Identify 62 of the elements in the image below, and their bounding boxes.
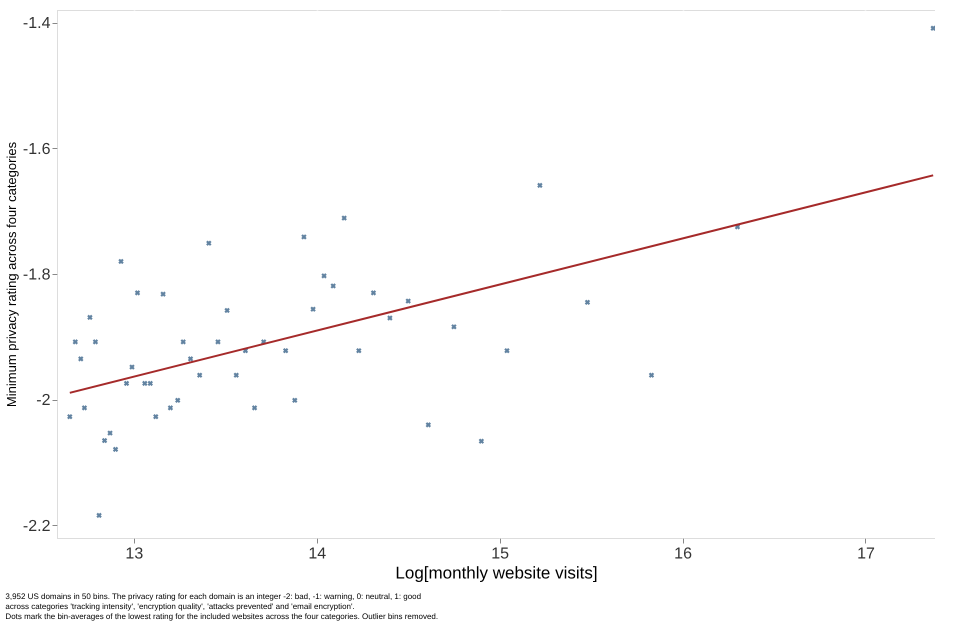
- point: [67, 414, 73, 420]
- point: [537, 182, 543, 188]
- y-tick-label: -1.4: [22, 15, 51, 32]
- point: [124, 380, 130, 386]
- point: [310, 306, 316, 312]
- x-tick-label: 14: [308, 546, 326, 562]
- point: [142, 380, 148, 386]
- y-tick-label: -2: [36, 392, 51, 410]
- point: [168, 405, 174, 411]
- point: [252, 405, 258, 411]
- point: [153, 414, 158, 420]
- point: [215, 339, 221, 345]
- point: [148, 380, 153, 386]
- text: across categories 'tracking intensity', 'encryption quality', 'attacks prevented' and 'email encryption'.: [5, 602, 355, 611]
- point: [356, 348, 362, 354]
- point: [648, 372, 654, 378]
- point: [301, 234, 307, 240]
- point: [282, 348, 288, 354]
- point: [234, 372, 239, 378]
- y-tick-label: -1.8: [22, 266, 51, 284]
- point: [206, 240, 212, 246]
- text: Dots mark the bin-averages of the lowest rating for the included websites across the four categories. Outlier bins removed.: [5, 612, 438, 621]
- point: [160, 291, 166, 297]
- point: [426, 422, 432, 428]
- point: [584, 300, 590, 305]
- point: [82, 405, 88, 411]
- point: [134, 290, 140, 296]
- point: [112, 446, 118, 452]
- point: [321, 273, 327, 279]
- point: [478, 438, 484, 444]
- point: [107, 430, 113, 436]
- y-tick-label: -1.6: [22, 140, 51, 158]
- point: [129, 364, 135, 370]
- point: [451, 324, 457, 330]
- point: [504, 348, 510, 354]
- point: [78, 356, 84, 362]
- y-axis-title: Minimum privacy rating across four categories: [4, 141, 19, 408]
- point: [102, 438, 108, 444]
- point: [405, 298, 411, 304]
- point: [330, 283, 336, 289]
- point: [118, 258, 124, 264]
- x-tick-label: 16: [674, 546, 692, 562]
- point: [92, 339, 98, 345]
- point: [370, 290, 376, 296]
- point: [292, 398, 298, 404]
- point: [930, 26, 935, 31]
- point: [188, 356, 194, 362]
- x-tick-label: 15: [491, 546, 510, 562]
- point: [341, 215, 347, 221]
- point: [96, 512, 102, 518]
- point: [387, 315, 393, 321]
- x-tick-label: 17: [857, 546, 875, 562]
- point: [180, 339, 186, 345]
- point: [175, 398, 180, 404]
- x-tick-label: 13: [125, 546, 144, 562]
- point: [87, 314, 93, 320]
- point: [72, 339, 78, 345]
- y-tick-label: -2.2: [22, 518, 51, 535]
- x-axis-title: Log[monthly website visits]: [395, 564, 598, 582]
- point: [196, 372, 202, 378]
- point: [224, 308, 230, 314]
- text: 3,952 US domains in 50 bins. The privacy rating for each domain is an integer -2: bad, -1: warning, 0: neutral, 1: good: [5, 592, 422, 601]
